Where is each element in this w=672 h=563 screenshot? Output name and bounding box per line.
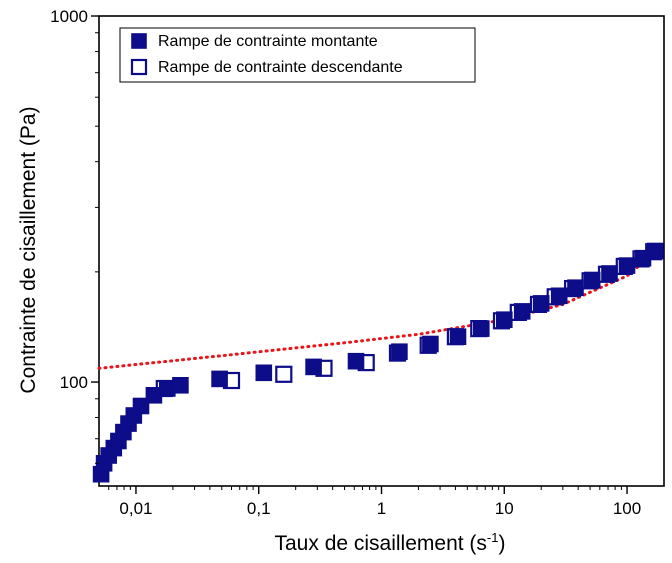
data-point-descendante xyxy=(565,281,580,296)
data-point-descendante xyxy=(390,346,405,361)
data-point-descendante xyxy=(276,367,291,382)
x-axis-title: Taux de cisaillement (s-1) xyxy=(275,530,506,555)
legend: Rampe de contrainte montante Rampe de co… xyxy=(120,28,475,82)
data-point-descendante xyxy=(617,259,632,274)
y-axis-ticks: 100 1000 xyxy=(50,7,99,463)
x-tick-label: 0,01 xyxy=(119,499,152,518)
plot-area-frame xyxy=(99,16,664,486)
data-point-descendante xyxy=(317,361,332,376)
data-point-descendante xyxy=(531,297,546,312)
data-point-descendante xyxy=(646,244,661,259)
fit-line xyxy=(99,250,658,369)
legend-marker-descendante xyxy=(132,60,146,74)
y-tick-label: 1000 xyxy=(50,7,88,26)
legend-label-montante: Rampe de contrainte montante xyxy=(158,33,378,50)
x-tick-label: 0,1 xyxy=(247,499,271,518)
data-point-descendante xyxy=(157,381,172,396)
data-point-descendante xyxy=(583,273,598,288)
data-point-descendante xyxy=(599,267,614,282)
data-point-descendante xyxy=(448,329,463,344)
data-point-descendante xyxy=(421,338,436,353)
data-point-descendante xyxy=(359,355,374,370)
x-tick-label: 100 xyxy=(613,499,641,518)
legend-label-descendante: Rampe de contrainte descendante xyxy=(158,59,403,76)
x-tick-label: 10 xyxy=(495,499,514,518)
fit-layer xyxy=(99,250,658,369)
legend-marker-montante xyxy=(132,34,146,48)
x-tick-label: 1 xyxy=(377,499,386,518)
data-point-descendante xyxy=(511,305,526,320)
data-point-descendante xyxy=(494,313,509,328)
data-point-descendante xyxy=(548,289,563,304)
data-point-descendante xyxy=(471,321,486,336)
y-tick-label: 100 xyxy=(60,373,88,392)
data-point-montante xyxy=(173,378,188,393)
data-point-descendante xyxy=(224,373,239,388)
x-axis-ticks: 0,01 0,1 1 10 100 xyxy=(109,486,642,518)
data-point-montante xyxy=(256,365,271,380)
series-layer xyxy=(94,244,663,482)
y-axis-title: Contrainte de cisaillement (Pa) xyxy=(17,106,40,393)
